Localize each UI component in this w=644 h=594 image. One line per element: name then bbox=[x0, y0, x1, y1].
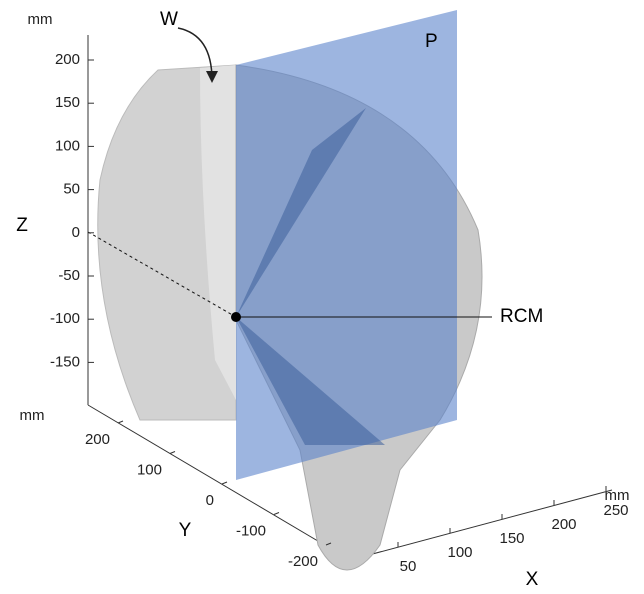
z-tick-label: 0 bbox=[72, 224, 80, 241]
w-label: W bbox=[160, 9, 178, 30]
y-tick-label: -200 bbox=[288, 553, 318, 570]
z-unit: mm bbox=[28, 11, 53, 28]
upper-cone bbox=[236, 108, 366, 317]
x-tick-label: 100 bbox=[447, 544, 472, 561]
dashed-line bbox=[87, 231, 237, 318]
y-unit: mm bbox=[20, 407, 45, 424]
x-tick-label: 250 bbox=[603, 502, 628, 519]
lower-cone bbox=[236, 317, 385, 445]
x-tick-label: 150 bbox=[499, 530, 524, 547]
y-tick bbox=[169, 451, 176, 454]
p-label: P bbox=[425, 31, 438, 52]
y-tick bbox=[117, 420, 124, 424]
y-label: Y bbox=[179, 520, 192, 541]
z-tick-label: -150 bbox=[50, 353, 80, 370]
rcm-label: RCM bbox=[500, 306, 543, 327]
workspace-left bbox=[97, 64, 237, 421]
y-tick-label: 100 bbox=[137, 461, 162, 478]
x-label: X bbox=[526, 569, 539, 590]
y-tick bbox=[325, 542, 332, 546]
w-arrow bbox=[177, 27, 218, 83]
axes bbox=[87, 35, 613, 561]
y-tick bbox=[221, 481, 228, 485]
y-tick-label: -100 bbox=[236, 522, 266, 539]
x-unit: mm bbox=[605, 487, 630, 504]
y-tick-label: 200 bbox=[85, 431, 110, 448]
y-tick bbox=[273, 512, 280, 515]
z-tick-label: 150 bbox=[55, 94, 80, 111]
z-tick-label: -100 bbox=[50, 310, 80, 327]
z-tick-label: 50 bbox=[63, 181, 80, 198]
z-label: Z bbox=[16, 215, 28, 236]
y-tick-label: 0 bbox=[206, 492, 214, 509]
rcm-point bbox=[231, 312, 241, 322]
z-tick-label: -50 bbox=[58, 267, 80, 284]
x-tick-label: 50 bbox=[400, 558, 417, 575]
plane bbox=[236, 10, 457, 480]
x-tick-label: 200 bbox=[551, 516, 576, 533]
workspace-seam bbox=[200, 65, 236, 400]
z-tick-label: 200 bbox=[55, 51, 80, 68]
z-tick-label: 100 bbox=[55, 137, 80, 154]
